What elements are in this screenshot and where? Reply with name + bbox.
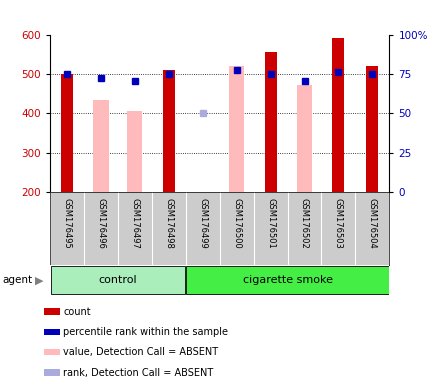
Text: GSM176502: GSM176502 [299,198,308,248]
Bar [43,308,60,314]
Bar [264,52,276,192]
Bar [162,70,174,192]
Text: value, Detection Call = ABSENT: value, Detection Call = ABSENT [63,347,218,357]
Text: GSM176500: GSM176500 [232,198,240,248]
Text: percentile rank within the sample: percentile rank within the sample [63,327,228,337]
Bar [228,66,244,192]
Text: GSM176501: GSM176501 [266,198,274,248]
Text: GSM176503: GSM176503 [333,198,342,249]
Text: ▶: ▶ [35,275,43,285]
Text: GSM176504: GSM176504 [367,198,376,248]
Bar [43,349,60,355]
Bar [43,329,60,335]
Text: control: control [99,275,137,285]
Bar [93,99,108,192]
Text: GSM176495: GSM176495 [62,198,71,248]
Bar [332,38,344,192]
Bar [43,369,60,376]
Text: GSM176498: GSM176498 [164,198,173,249]
Text: count: count [63,306,91,316]
Text: GSM176499: GSM176499 [198,198,207,248]
Bar [296,84,312,192]
Bar [127,111,142,192]
Text: GSM176496: GSM176496 [96,198,105,249]
Text: rank, Detection Call = ABSENT: rank, Detection Call = ABSENT [63,367,213,377]
Bar [51,266,184,294]
Bar [365,66,378,192]
Bar [61,74,73,192]
Text: GSM176497: GSM176497 [130,198,139,249]
Text: cigarette smoke: cigarette smoke [242,275,332,285]
Bar [186,266,388,294]
Text: agent: agent [2,275,32,285]
